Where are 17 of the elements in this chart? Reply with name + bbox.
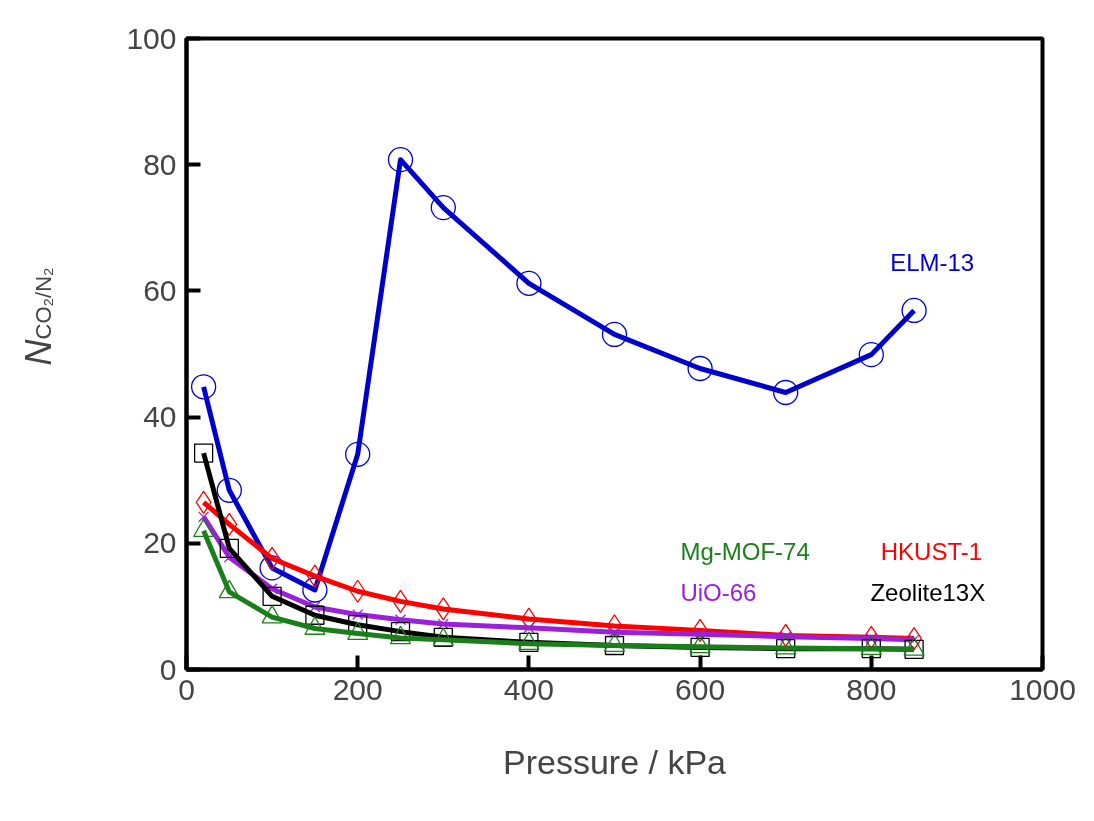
y-tick-label: 80 [143,147,177,181]
series-label: UiO-66 [680,578,757,606]
series-label: ELM-13 [890,248,975,276]
x-tick-label: 1000 [1009,672,1076,706]
y-tick-label: 60 [143,273,177,307]
x-tick-label: 400 [503,672,554,706]
y-tick-label: 20 [143,526,177,560]
series-label: Zeolite13X [870,578,986,606]
y-tick-label: 100 [126,21,177,55]
y-tick-label: 40 [143,400,177,434]
text: Mg-MOF-74 [680,538,810,566]
y-axis-title: NCO₂/N₂ [18,267,59,366]
x-axis-title: Pressure / kPa [503,742,727,781]
text: HKUST-1 [880,538,983,566]
x-tick-label: 800 [846,672,897,706]
x-tick-label: 200 [332,672,383,706]
x-tick-label: 600 [675,672,726,706]
